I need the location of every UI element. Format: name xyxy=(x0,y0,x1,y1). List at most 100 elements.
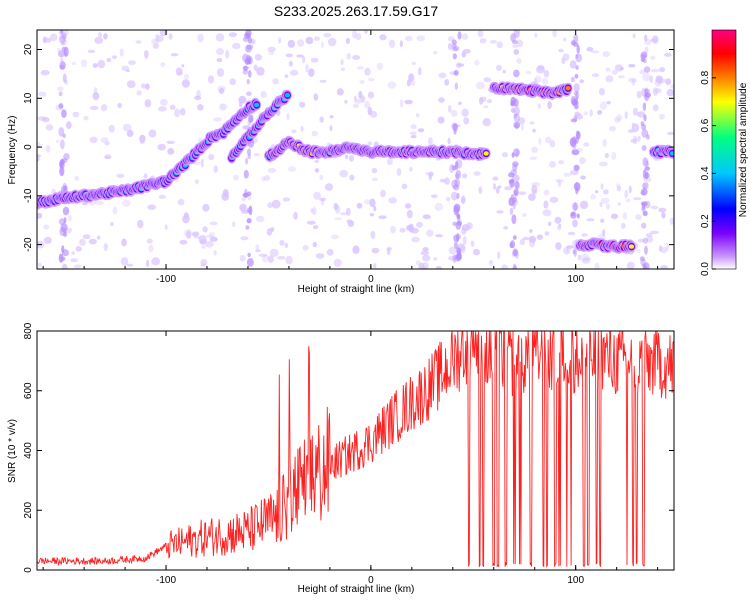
spectrogram-speckle xyxy=(186,230,192,239)
spectrogram-speckle xyxy=(496,210,504,214)
spectrogram-speckle xyxy=(625,198,631,203)
spectrogram-speckle xyxy=(602,51,610,58)
spectrogram-speckle xyxy=(311,130,318,137)
spectrogram-speckle xyxy=(179,108,186,116)
spectrogram-speckle xyxy=(406,224,413,231)
spectrogram-speckle xyxy=(306,220,316,225)
spectrogram-speckle xyxy=(345,37,350,45)
spectrogram-streak xyxy=(573,247,577,258)
spectrogram-streak xyxy=(641,123,647,131)
spectrogram-speckle xyxy=(260,91,267,99)
spectrogram-speckle xyxy=(100,104,108,112)
spectrogram-speckle xyxy=(460,195,466,204)
spectrogram-speckle xyxy=(479,38,487,44)
spectrogram-speckle xyxy=(103,243,109,252)
spectrogram-speckle xyxy=(358,90,363,99)
colorbar-tick-label: 0.0 xyxy=(700,262,711,276)
spectrogram-streak xyxy=(574,73,579,79)
spectrogram-speckle xyxy=(79,238,86,246)
spectrogram-streak xyxy=(248,114,254,123)
spectrogram-streak xyxy=(61,46,68,52)
spectrogram-speckle xyxy=(600,183,604,190)
spectrogram-streak xyxy=(513,148,520,157)
spectrogram-speckle xyxy=(183,212,189,220)
spectrogram-speckle xyxy=(284,242,289,248)
spectrogram-speckle xyxy=(177,198,185,206)
spectrogram-speckle xyxy=(563,247,569,255)
spectrogram-speckle xyxy=(502,152,508,158)
spectrogram-speckle xyxy=(191,231,200,237)
spectrogram-speckle xyxy=(579,79,584,84)
spectrogram-streak xyxy=(246,207,252,213)
spectrogram-streak xyxy=(575,65,579,70)
spectrogram-speckle xyxy=(126,129,134,137)
spectrogram-speckle xyxy=(586,46,594,52)
spectrogram-streak xyxy=(454,241,458,249)
spectrogram-speckle xyxy=(518,191,527,195)
spectrogram-speckle xyxy=(144,99,152,108)
spectrogram-speckle xyxy=(410,81,416,86)
spectrogram-speckle xyxy=(519,238,526,246)
spectrogram-streak xyxy=(457,31,462,40)
spectrogram-streak xyxy=(642,210,648,217)
spectrogram-speckle xyxy=(286,112,290,121)
spectrogram-speckle xyxy=(586,218,595,222)
spectrogram-speckle xyxy=(253,64,258,71)
spectrogram-speckle xyxy=(334,217,342,221)
spectrogram-speckle xyxy=(371,177,378,182)
spectrogram-streak xyxy=(453,234,460,242)
spectrogram-speckle xyxy=(313,36,321,41)
spectrogram-streak xyxy=(513,106,520,116)
spectrogram-speckle xyxy=(43,37,52,43)
spectrogram-speckle xyxy=(80,59,88,68)
spectrogram-speckle xyxy=(183,73,190,80)
spectrogram-speckle xyxy=(542,209,552,217)
spectrogram-speckle xyxy=(488,259,494,266)
spectrogram-speckle xyxy=(518,117,526,125)
spectrogram-speckle xyxy=(608,125,617,132)
spectrogram-streak xyxy=(571,98,578,106)
spectrogram-speckle xyxy=(438,72,447,79)
spectrogram-speckle xyxy=(658,245,663,252)
spectrogram-streak xyxy=(246,44,254,50)
spectrogram-speckle xyxy=(71,251,75,256)
spectrogram-speckle xyxy=(255,244,260,251)
spectrogram-speckle xyxy=(517,39,523,48)
spectrogram-streak xyxy=(58,91,63,97)
spectrogram-speckle xyxy=(543,189,550,196)
spectrogram-speckle xyxy=(529,156,537,160)
spectrogram-streak xyxy=(61,263,68,269)
spectrogram-streak xyxy=(452,45,460,52)
spectrogram-streak xyxy=(513,69,520,78)
spectrogram-streak xyxy=(514,181,520,190)
spectrogram-streak xyxy=(644,166,651,171)
spectrogram-speckle xyxy=(271,199,281,209)
spectrogram-speckle xyxy=(503,226,509,230)
spectrogram-speckle xyxy=(599,161,608,167)
spectrogram-speckle xyxy=(492,176,499,181)
spectrogram-speckle xyxy=(600,218,605,223)
spectrogram-speckle xyxy=(158,194,166,199)
spectrogram-speckle xyxy=(146,238,153,244)
spectrogram-cell xyxy=(254,102,260,108)
spectrogram-speckle xyxy=(100,137,109,144)
spectrogram-speckle xyxy=(194,179,199,185)
spectrogram-streak xyxy=(243,169,249,179)
spectrogram-speckle xyxy=(388,39,396,48)
spectrogram-speckle xyxy=(461,33,469,40)
spectrogram-speckle xyxy=(344,99,348,104)
spectrogram-streak xyxy=(569,60,577,69)
spectrogram-streak xyxy=(58,50,65,58)
spectrogram-speckle xyxy=(638,238,645,243)
spectrogram-speckle xyxy=(45,124,54,131)
spectrogram-speckle xyxy=(310,57,319,63)
spectrogram-streak xyxy=(576,213,580,219)
spectrogram-speckle xyxy=(339,169,349,178)
spectrogram-speckle xyxy=(83,115,89,121)
spectrogram-speckle xyxy=(599,101,608,110)
spectrogram-streak xyxy=(452,254,457,264)
spectrogram-speckle xyxy=(379,34,387,41)
spectrogram-streak xyxy=(62,133,66,139)
spectrogram-speckle xyxy=(605,67,611,72)
